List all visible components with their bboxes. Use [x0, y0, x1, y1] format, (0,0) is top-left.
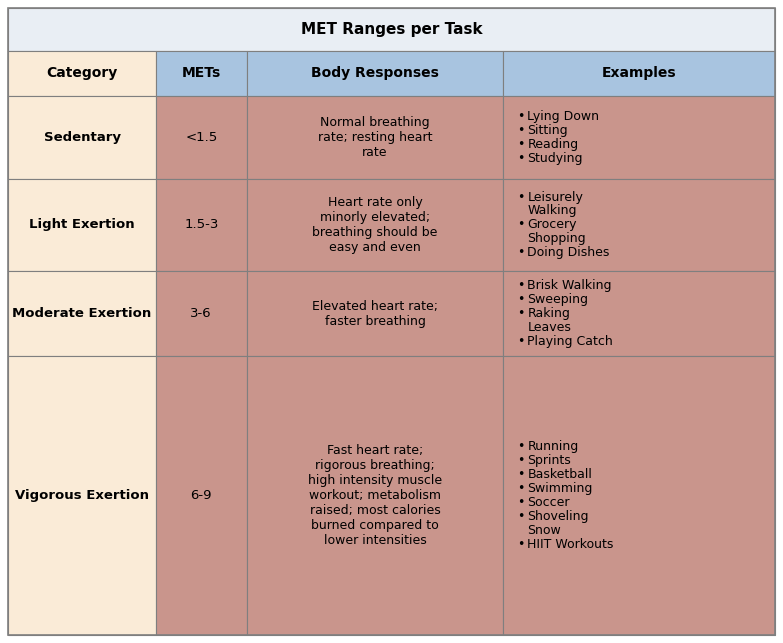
Text: Sweeping: Sweeping: [528, 293, 589, 306]
Text: Heart rate only
minorly elevated;
breathing should be
easy and even: Heart rate only minorly elevated; breath…: [312, 196, 438, 254]
Bar: [8, 179, 156, 271]
Text: Reading: Reading: [528, 138, 579, 150]
Text: Soccer: Soccer: [528, 496, 570, 509]
Text: MET Ranges per Task: MET Ranges per Task: [301, 22, 482, 37]
Text: •: •: [518, 123, 525, 137]
Text: Leisurely: Leisurely: [528, 190, 583, 204]
Text: •: •: [518, 246, 525, 259]
Text: Snow: Snow: [528, 524, 561, 537]
Text: •: •: [518, 110, 525, 123]
Bar: [156, 51, 247, 96]
Bar: [156, 271, 247, 356]
Text: Elevated heart rate;
faster breathing: Elevated heart rate; faster breathing: [312, 300, 438, 328]
Text: Moderate Exertion: Moderate Exertion: [13, 307, 152, 320]
Text: •: •: [518, 219, 525, 231]
Text: Light Exertion: Light Exertion: [29, 219, 135, 231]
Text: <1.5: <1.5: [185, 131, 218, 143]
Bar: [247, 96, 503, 179]
Text: Studying: Studying: [528, 152, 583, 165]
Bar: [503, 271, 775, 356]
Bar: [247, 271, 503, 356]
Text: •: •: [518, 468, 525, 481]
Text: 1.5-3: 1.5-3: [184, 219, 218, 231]
Text: •: •: [518, 510, 525, 523]
Bar: [247, 179, 503, 271]
Text: Shopping: Shopping: [528, 232, 586, 246]
Text: Fast heart rate;
rigorous breathing;
high intensity muscle
workout; metabolism
r: Fast heart rate; rigorous breathing; hig…: [308, 444, 442, 547]
Bar: [503, 51, 775, 96]
Text: Lying Down: Lying Down: [528, 110, 600, 123]
Bar: [503, 356, 775, 635]
Text: Swimming: Swimming: [528, 482, 593, 495]
Bar: [503, 179, 775, 271]
Bar: [8, 96, 156, 179]
Text: Sedentary: Sedentary: [44, 131, 121, 143]
Text: Playing Catch: Playing Catch: [528, 335, 613, 348]
Text: Normal breathing
rate; resting heart
rate: Normal breathing rate; resting heart rat…: [318, 116, 432, 159]
Text: Raking: Raking: [528, 307, 570, 320]
Text: Sprints: Sprints: [528, 454, 572, 467]
Bar: [8, 271, 156, 356]
Text: •: •: [518, 307, 525, 320]
Text: 3-6: 3-6: [190, 307, 212, 320]
Text: Category: Category: [46, 66, 117, 80]
Text: Grocery: Grocery: [528, 219, 577, 231]
Text: •: •: [518, 190, 525, 204]
Bar: [8, 51, 156, 96]
Text: METs: METs: [182, 66, 221, 80]
Bar: [156, 356, 247, 635]
Text: Leaves: Leaves: [528, 321, 572, 334]
Bar: [247, 51, 503, 96]
Text: •: •: [518, 440, 525, 453]
Text: Body Responses: Body Responses: [311, 66, 439, 80]
Text: Running: Running: [528, 440, 579, 453]
Text: Examples: Examples: [602, 66, 677, 80]
Bar: [503, 96, 775, 179]
Text: •: •: [518, 538, 525, 551]
Text: •: •: [518, 293, 525, 306]
Bar: [247, 356, 503, 635]
Text: •: •: [518, 482, 525, 495]
Text: Sitting: Sitting: [528, 123, 568, 137]
Text: Brisk Walking: Brisk Walking: [528, 279, 612, 293]
Bar: [156, 179, 247, 271]
Text: HIIT Workouts: HIIT Workouts: [528, 538, 614, 551]
Text: Vigorous Exertion: Vigorous Exertion: [15, 489, 149, 502]
Text: •: •: [518, 496, 525, 509]
Text: •: •: [518, 335, 525, 348]
Bar: [8, 8, 775, 51]
Text: •: •: [518, 454, 525, 467]
Bar: [156, 96, 247, 179]
Text: Basketball: Basketball: [528, 468, 593, 481]
Text: Shoveling: Shoveling: [528, 510, 589, 523]
Text: •: •: [518, 279, 525, 293]
Text: 6-9: 6-9: [190, 489, 212, 502]
Bar: [8, 356, 156, 635]
Text: Doing Dishes: Doing Dishes: [528, 246, 610, 259]
Text: Walking: Walking: [528, 204, 577, 217]
Text: •: •: [518, 138, 525, 150]
Text: •: •: [518, 152, 525, 165]
